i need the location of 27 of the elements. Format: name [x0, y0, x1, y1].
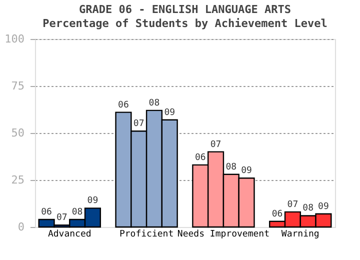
text: 07 — [287, 200, 298, 210]
text: 09 — [318, 202, 329, 212]
y-tick-label: 50 — [11, 126, 24, 140]
text: 07 — [210, 140, 222, 150]
y-tick-label: 75 — [11, 80, 24, 92]
text: 08 — [302, 204, 314, 214]
text: 08 — [226, 162, 237, 172]
y-tick-label: 25 — [11, 174, 24, 186]
x-tick-label: Warning — [281, 230, 320, 240]
series-label: 06 — [41, 207, 52, 218]
text: 06 — [272, 209, 283, 220]
text: 06 — [194, 152, 206, 163]
y-tick-label: 0 — [18, 220, 24, 234]
text: 09 — [164, 108, 176, 118]
text: 08 — [148, 98, 160, 108]
series-label: 09 — [87, 196, 98, 206]
series-label: 07 — [56, 213, 68, 224]
y-tick-label: 100 — [4, 32, 24, 46]
text: 09 — [241, 166, 252, 176]
x-tick-label: Needs Improvement — [177, 230, 270, 240]
text: 07 — [133, 119, 144, 130]
text: 06 — [118, 100, 129, 110]
x-tick-label: Advanced — [48, 230, 92, 240]
series-label: 08 — [72, 207, 83, 218]
chart-subtitle: Percentage of Students by Achievement Level — [42, 17, 328, 30]
chart-title: GRADE 06 - ENGLISH LANGUAGE ARTS — [79, 3, 291, 16]
x-tick-label: Proficient — [119, 230, 174, 240]
